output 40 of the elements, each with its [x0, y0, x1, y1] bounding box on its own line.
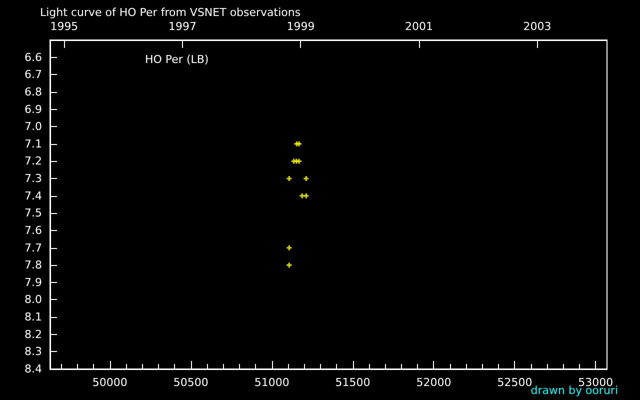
y-tick-label: 7.8 [24, 258, 42, 272]
y-tick-label: 7.5 [24, 206, 42, 220]
point [286, 262, 292, 268]
x-tick-label: 52500 [497, 376, 532, 389]
point [296, 158, 302, 164]
y-tick-label: 6.9 [24, 102, 42, 116]
point [286, 176, 292, 182]
y-tick-label: 8.4 [24, 362, 42, 376]
x2-tick-label: 2003 [523, 20, 552, 33]
x2-tick-label: 1999 [286, 20, 315, 33]
y-tick-label: 8.3 [24, 345, 42, 358]
x-tick-label: 51000 [254, 376, 290, 389]
y-tick-label: 7.7 [24, 241, 42, 254]
x2-tick-label: 1995 [50, 20, 78, 33]
point [296, 141, 302, 146]
y-tick-label: 7.9 [24, 276, 42, 289]
x2-tick-label: 2001 [404, 20, 433, 33]
x-tick-label: 52000 [416, 376, 452, 389]
y-tick-label: 7.0 [24, 120, 42, 134]
y-tick-label: 7.2 [24, 154, 42, 168]
y-tick-label: 7.3 [24, 172, 42, 186]
x-tick-label: 51500 [335, 376, 370, 389]
y-tick-label: 8.0 [24, 293, 42, 306]
y-tick-label: 8.2 [24, 328, 42, 341]
y-tick-label: 7.1 [24, 137, 42, 150]
annotation: HO Per (LB) [145, 53, 209, 66]
y-tick-label: 6.8 [24, 85, 42, 98]
x-tick-label: 53000 [578, 376, 614, 389]
y-tick-label: 6.7 [24, 68, 42, 82]
point [286, 245, 292, 250]
chart-title: Light curve of HO Per from VSNET observations [40, 6, 301, 19]
x2-tick-label: 1997 [168, 20, 196, 33]
point [304, 193, 309, 198]
y-tick-label: 7.4 [24, 189, 42, 202]
point [304, 176, 309, 182]
x-tick-label: 50000 [92, 376, 128, 389]
y-tick-label: 6.6 [24, 50, 42, 64]
y-tick-label: 8.1 [24, 310, 42, 324]
y-tick-label: 7.6 [24, 224, 42, 237]
x-tick-label: 50500 [173, 376, 208, 389]
